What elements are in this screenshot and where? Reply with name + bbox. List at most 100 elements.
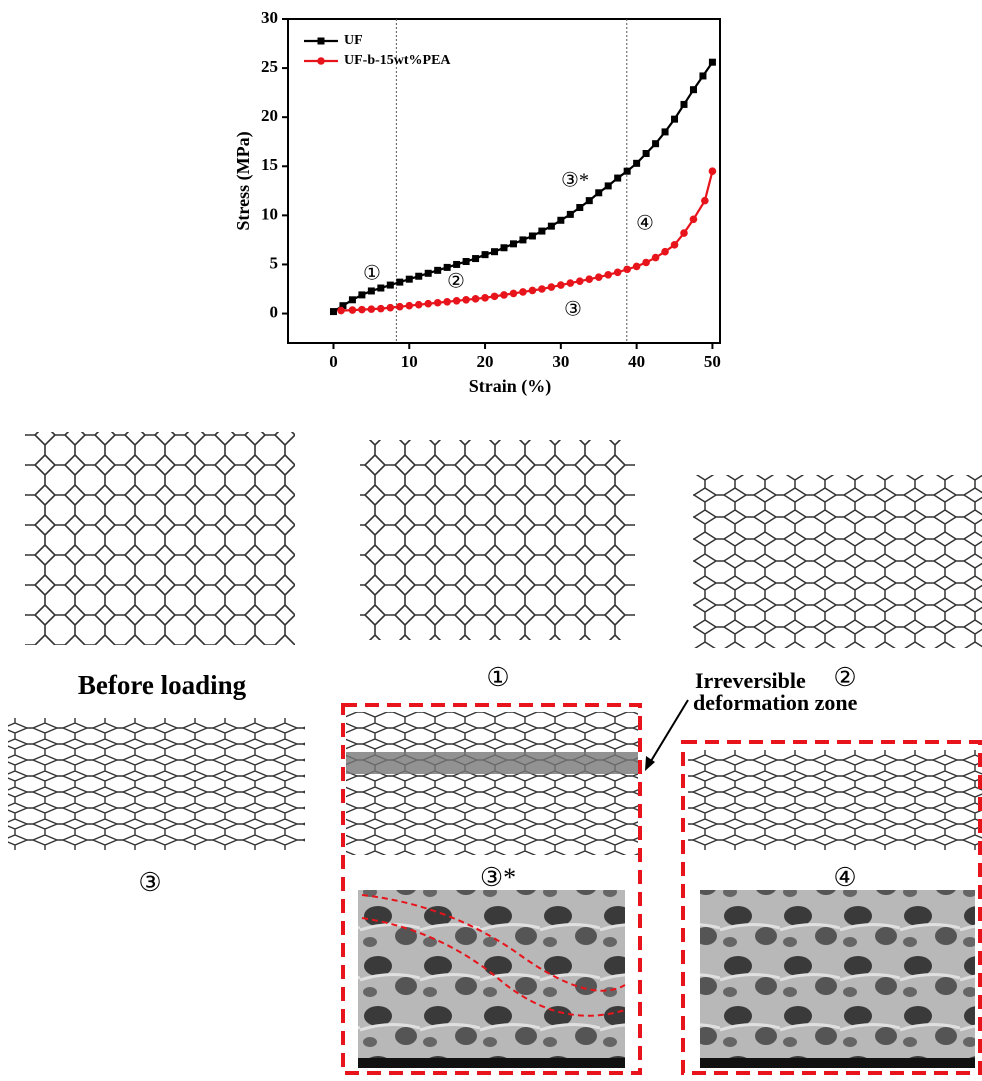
- data-point: [349, 296, 356, 303]
- data-point: [377, 305, 385, 313]
- data-point: [510, 290, 518, 298]
- data-point: [349, 306, 357, 314]
- data-point: [358, 291, 365, 298]
- data-point: [491, 248, 498, 255]
- sem-image: [358, 890, 625, 1068]
- data-point: [709, 167, 717, 175]
- data-point: [642, 259, 650, 267]
- data-point: [671, 116, 678, 123]
- lattice-4: [688, 750, 982, 850]
- data-point: [387, 282, 394, 289]
- data-point: [472, 295, 480, 303]
- data-point: [463, 258, 470, 265]
- data-point: [443, 298, 451, 306]
- x-axis-label: Strain (%): [469, 376, 552, 397]
- data-point: [595, 189, 602, 196]
- data-point: [396, 279, 403, 286]
- data-point: [387, 304, 395, 312]
- data-point: [415, 273, 422, 280]
- y-tick-label: 0: [270, 302, 279, 321]
- data-point: [614, 269, 622, 277]
- panel-label: ②: [833, 663, 856, 692]
- data-point: [576, 204, 583, 211]
- data-point: [377, 285, 384, 292]
- sem-image: [700, 890, 975, 1068]
- data-point: [368, 305, 376, 313]
- data-point: [538, 228, 545, 235]
- panel-label: ④: [833, 863, 856, 892]
- data-point: [604, 271, 612, 279]
- data-point: [491, 293, 499, 301]
- data-point: [519, 236, 526, 243]
- data-point: [557, 217, 564, 224]
- data-point: [424, 300, 432, 308]
- data-point: [701, 197, 709, 205]
- data-point: [529, 287, 537, 295]
- data-point: [652, 254, 660, 262]
- data-point: [405, 302, 413, 310]
- y-tick-label: 30: [261, 8, 278, 27]
- data-point: [500, 291, 508, 299]
- panel-label: ③: [138, 868, 161, 897]
- y-tick-label: 20: [261, 106, 278, 125]
- data-point: [567, 211, 574, 218]
- data-point: [406, 276, 413, 283]
- data-point: [623, 266, 631, 274]
- data-point: [481, 294, 489, 302]
- data-point: [671, 241, 679, 249]
- data-point: [614, 175, 621, 182]
- data-point: [690, 215, 698, 223]
- data-point: [624, 168, 631, 175]
- callout-text: deformation zone: [693, 690, 858, 715]
- x-tick-label: 50: [704, 352, 721, 371]
- data-point: [605, 182, 612, 189]
- sem-scalebar: [700, 1058, 975, 1068]
- data-point: [425, 270, 432, 277]
- data-point: [709, 59, 716, 66]
- lattice-before: [25, 432, 295, 645]
- data-point: [434, 299, 442, 307]
- data-point: [643, 150, 650, 157]
- data-point: [567, 279, 575, 287]
- data-point: [576, 277, 584, 285]
- data-point: [434, 267, 441, 274]
- x-tick-label: 20: [477, 352, 494, 371]
- series-line: [333, 62, 712, 311]
- data-point: [510, 240, 517, 247]
- data-point: [548, 223, 555, 230]
- data-point: [482, 251, 489, 258]
- data-point: [529, 232, 536, 239]
- annotation: ④: [636, 213, 654, 235]
- annotation: ③*: [561, 170, 589, 192]
- data-point: [548, 283, 556, 291]
- sem-scalebar: [358, 1058, 625, 1068]
- lattice-1: [360, 440, 635, 640]
- data-point: [368, 287, 375, 294]
- data-point: [519, 288, 527, 296]
- data-point: [453, 297, 461, 305]
- data-point: [662, 128, 669, 135]
- y-tick-label: 25: [261, 57, 278, 76]
- data-point: [330, 308, 337, 315]
- data-point: [337, 307, 345, 315]
- data-point: [633, 263, 641, 271]
- data-point: [699, 72, 706, 79]
- annotation: ①: [363, 263, 381, 285]
- legend-marker: [317, 57, 325, 65]
- x-tick-label: 30: [552, 352, 569, 371]
- legend-label: UF: [344, 33, 363, 48]
- panel-label: Before loading: [78, 670, 247, 700]
- data-point: [652, 140, 659, 147]
- legend-label: UF-b-15wt%PEA: [344, 53, 451, 68]
- x-tick-label: 0: [329, 352, 338, 371]
- data-point: [462, 296, 470, 304]
- data-point: [680, 229, 688, 237]
- x-tick-label: 10: [401, 352, 418, 371]
- data-point: [690, 86, 697, 93]
- y-axis-label: Stress (MPa): [233, 131, 254, 230]
- data-point: [557, 281, 565, 289]
- legend-marker: [318, 38, 325, 45]
- y-tick-label: 15: [261, 155, 278, 174]
- lattice-3: [8, 718, 305, 850]
- data-point: [681, 101, 688, 108]
